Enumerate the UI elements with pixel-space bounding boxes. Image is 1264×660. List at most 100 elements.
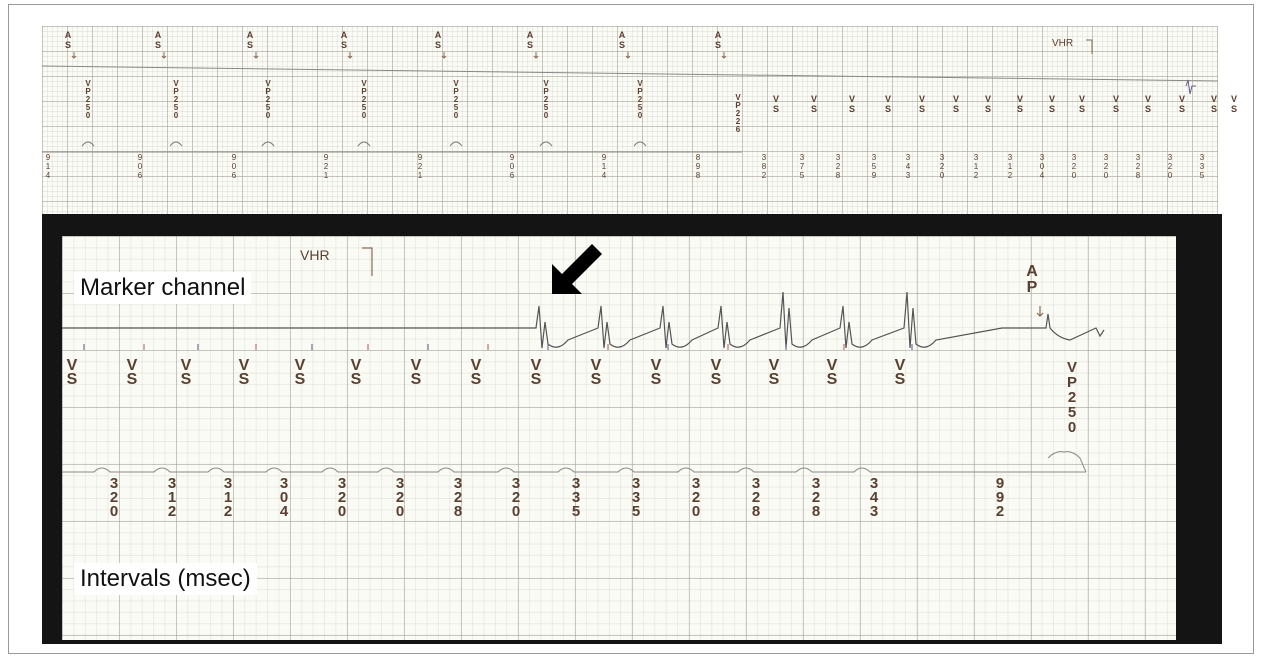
vp-pace-bump [81,141,95,147]
interval-baseline [62,467,1086,473]
vp-pace-bump [539,141,553,147]
as-marker-tick [625,52,631,59]
top-strip-svg: A S A S A S A S A S A S A S A S VHR V P 2 5 0 V P 2 5 0 V P 2 5 0 V P 2 5 0 V… [41,30,1237,180]
as-marker-tick [441,52,447,59]
vhr-marker [362,247,373,276]
top-vhr-label: VHR [1052,38,1073,49]
top-vhr-marker [1086,39,1093,54]
as-marker-tick [347,52,353,59]
figure-border [8,4,1254,654]
vp-interval-bracket [1047,451,1087,473]
as-marker-tick [533,52,539,59]
vp-pace-bump [169,141,183,147]
ap-marker-tick [1036,306,1044,317]
as-marker-tick [253,52,259,59]
marker-channel-label: Marker channel [74,272,252,304]
intervals-label: Intervals (msec) [74,563,257,595]
vp-pace-bump [633,141,647,147]
top-trace-spike [1185,79,1196,95]
top-marker-baseline [41,65,1219,82]
top-ecg-strip: A S A S A S A S A S A S A S A S VHR V P 2 5 0 V P 2 5 0 V P 2 5 0 V P 2 5 0 V… [41,26,1237,214]
as-marker-tick [161,52,167,59]
vp-pace-bump [449,141,463,147]
vp-pace-bump [261,141,275,147]
vhr-label: VHR [300,247,330,263]
vp-pace-bump [357,141,371,147]
